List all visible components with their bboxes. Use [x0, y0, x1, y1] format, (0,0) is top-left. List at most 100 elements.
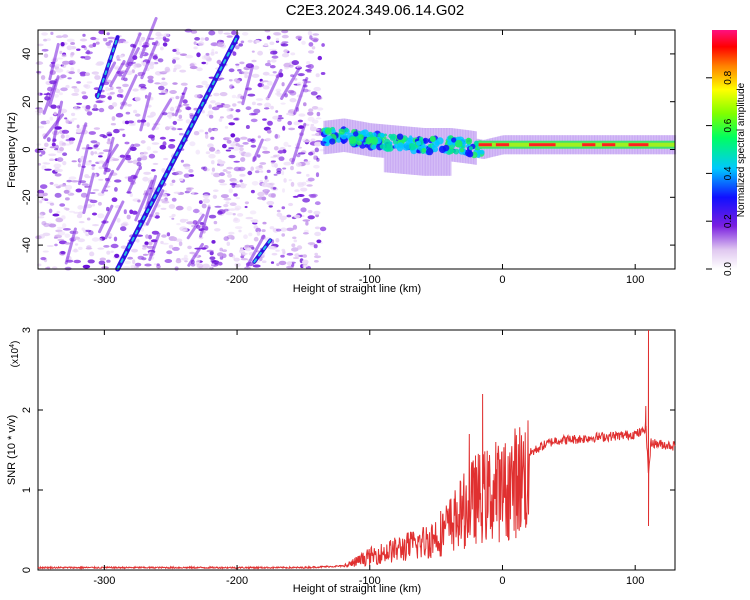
- signal-blob: [408, 143, 417, 151]
- noise-blob: [207, 143, 214, 148]
- noise-blob: [220, 194, 229, 199]
- noise-blob: [317, 96, 323, 100]
- noise-streak: [174, 86, 188, 117]
- noise-blob: [130, 264, 137, 269]
- noise-blob: [124, 260, 131, 265]
- noise-streak: [98, 204, 114, 234]
- noise-blob: [237, 101, 243, 104]
- noise-blob: [161, 200, 170, 204]
- noise-blob: [90, 151, 94, 156]
- noise-blob: [252, 264, 261, 268]
- noise-blob: [239, 147, 244, 152]
- noise-blob: [233, 117, 239, 121]
- signal-blob: [453, 148, 460, 155]
- noise-blob: [292, 236, 297, 240]
- chart-title: C2E3.2024.349.06.14.G02: [285, 2, 465, 19]
- noise-blob: [111, 116, 116, 121]
- spectrogram-y-label: Frequency (Hz): [6, 112, 18, 188]
- snr-panel: -300 -200 -100 0 100 0 1 2 3 Height of straight…: [6, 327, 676, 595]
- noise-blob: [211, 160, 215, 165]
- noise-blob: [280, 254, 285, 258]
- signal-halo: [401, 126, 404, 174]
- noise-blob: [133, 143, 141, 147]
- noise-blob: [279, 215, 287, 221]
- noise-blob: [239, 150, 243, 154]
- noise-blob: [93, 104, 98, 109]
- noise-blob: [311, 46, 316, 50]
- noise-blob: [228, 154, 236, 159]
- signal-halo: [395, 125, 398, 174]
- noise-blob: [193, 131, 200, 136]
- noise-blob: [167, 111, 173, 115]
- noise-blob: [91, 164, 96, 167]
- noise-blob: [133, 109, 138, 114]
- noise-blob: [41, 150, 46, 155]
- noise-blob: [171, 217, 175, 220]
- noise-blob: [144, 263, 152, 267]
- noise-blob: [127, 256, 134, 260]
- noise-blob: [166, 250, 173, 255]
- noise-blob: [183, 173, 191, 178]
- noise-blob: [108, 105, 114, 110]
- noise-blob: [300, 207, 307, 213]
- noise-blob: [238, 229, 242, 233]
- noise-blob: [178, 178, 184, 182]
- signal-blob: [338, 128, 345, 135]
- noise-blob: [202, 198, 210, 204]
- snr-x-ticks: -300 -200 -100 0 100: [93, 330, 644, 587]
- noise-blob: [77, 163, 81, 168]
- noise-blob: [77, 68, 81, 73]
- noise-blob: [141, 247, 147, 250]
- noise-blob: [92, 42, 97, 48]
- noise-blob: [162, 157, 169, 161]
- noise-blob: [88, 160, 92, 163]
- noise-blob: [53, 163, 62, 169]
- noise-blob: [160, 81, 168, 87]
- noise-blob: [56, 57, 64, 60]
- noise-blob: [65, 84, 70, 89]
- colorbar-tick-label: 0.4: [723, 166, 734, 180]
- noise-blob: [54, 173, 62, 177]
- noise-blob: [313, 155, 317, 161]
- noise-blob: [94, 75, 101, 80]
- noise-blob: [193, 41, 197, 45]
- noise-blob: [232, 146, 241, 151]
- x-tick-label: -300: [93, 274, 115, 286]
- noise-blob: [80, 192, 88, 198]
- noise-blob: [210, 136, 215, 140]
- noise-blob: [54, 167, 60, 173]
- noise-blob: [169, 90, 177, 94]
- noise-blob: [305, 64, 312, 68]
- noise-blob: [166, 232, 171, 237]
- x-tick-label: -100: [359, 274, 381, 286]
- noise-blob: [144, 241, 149, 246]
- noise-blob: [320, 72, 326, 75]
- noise-blob: [182, 163, 191, 168]
- noise-blob: [88, 44, 94, 48]
- noise-blob: [60, 251, 66, 255]
- signal-halo: [484, 139, 487, 159]
- noise-blob: [257, 196, 265, 200]
- noise-blob: [40, 120, 48, 125]
- noise-blob: [55, 88, 61, 94]
- y-tick-label: 0: [21, 146, 33, 152]
- noise-blob: [319, 226, 327, 232]
- signal-blob: [429, 135, 436, 142]
- noise-blob: [302, 198, 310, 203]
- noise-blob: [101, 266, 109, 269]
- noise-blob: [95, 62, 103, 66]
- noise-blob: [171, 179, 176, 183]
- signal-blob: [358, 134, 364, 140]
- noise-blob: [80, 56, 86, 59]
- noise-blob: [140, 156, 148, 161]
- noise-blob: [62, 161, 67, 166]
- noise-blob: [244, 74, 249, 79]
- noise-blob: [309, 35, 313, 40]
- noise-blob: [146, 122, 150, 127]
- signal-blob: [421, 147, 427, 153]
- noise-blob: [217, 252, 224, 257]
- noise-streak: [267, 68, 283, 98]
- noise-blob: [148, 134, 155, 139]
- colorbar-gradient: [712, 30, 737, 269]
- noise-blob: [67, 77, 72, 80]
